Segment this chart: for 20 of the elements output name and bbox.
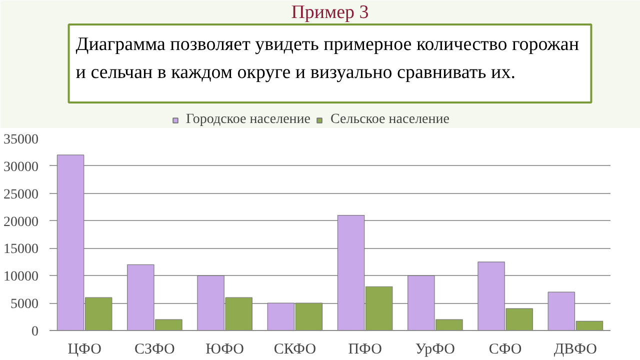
y-tick-label: 35000 — [4, 132, 38, 148]
legend-label: Сельское население — [330, 112, 450, 128]
x-tick-label: УрФО — [415, 342, 456, 358]
x-tick-label: ПФО — [348, 342, 382, 358]
x-tick-label: ЮФО — [206, 342, 244, 358]
x-tick-label: СКФО — [274, 342, 316, 358]
y-tick-label: 0 — [32, 324, 38, 340]
y-tick-label: 10000 — [4, 270, 38, 285]
y-tick-label: 15000 — [4, 242, 38, 258]
chart-subtitle: Диаграмма позволяет увидеть примерное количество горожан и сельчан в каждом округе и визуально сравнивать их. — [76, 34, 580, 83]
x-tick-label: СЗФО — [134, 342, 176, 358]
legend-label: Городское население — [186, 112, 310, 128]
y-tick-label: 5000 — [10, 297, 38, 312]
chart-title: Пример 3 — [291, 2, 369, 23]
x-tick-label: СФО — [488, 342, 522, 358]
x-tick-label: ЦФО — [68, 342, 102, 358]
y-tick-label: 20000 — [4, 214, 38, 230]
y-tick-label: 30000 — [4, 160, 38, 175]
x-tick-label: ДВФО — [554, 342, 598, 358]
y-tick-label: 25000 — [4, 187, 38, 202]
